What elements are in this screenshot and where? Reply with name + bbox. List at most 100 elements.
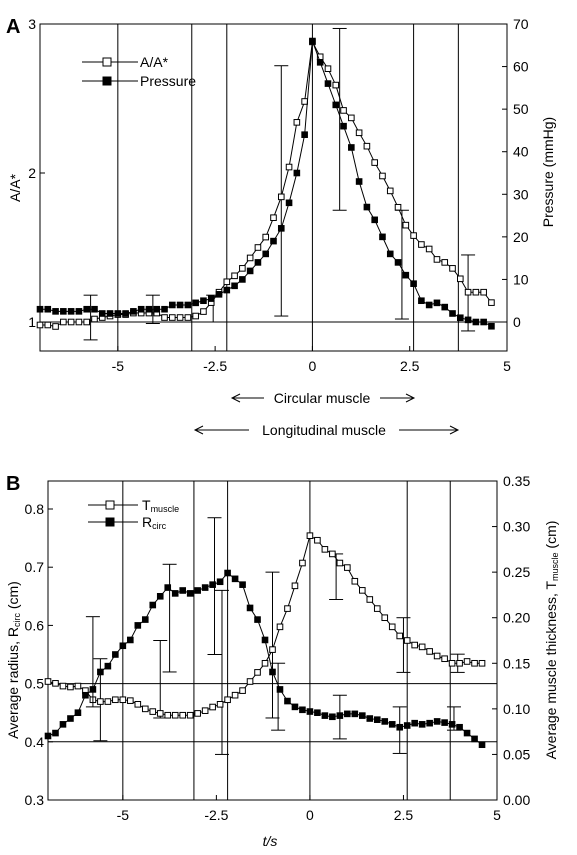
panel-b-point-rcirc xyxy=(284,697,291,705)
panel-a-point-pressure xyxy=(192,299,199,307)
panel-a-point-pressure xyxy=(379,233,386,241)
panel-b-point-tmuscle xyxy=(209,703,216,711)
panel-b-point-rcirc xyxy=(351,710,359,718)
panel-b-x-tick-label: 0 xyxy=(306,807,314,823)
panel-a-point-pressure xyxy=(36,305,44,313)
panel-b-point-rcirc xyxy=(254,616,261,623)
panel-b-point-rcirc xyxy=(381,718,389,725)
panel-b-point-tmuscle xyxy=(119,696,127,704)
panel-b-point-rcirc xyxy=(366,715,374,722)
legend-rcirc-marker xyxy=(105,517,115,527)
panel-b-point-tmuscle xyxy=(448,659,456,667)
panel-a-point-pressure xyxy=(145,305,153,313)
panel-a-point-pressure xyxy=(355,178,363,185)
panel-a-point-a-a xyxy=(410,232,417,239)
panel-a-point-pressure xyxy=(98,310,106,317)
panel-b-point-rcirc xyxy=(104,662,112,670)
panel-a-point-a-a xyxy=(418,241,425,248)
panel-a-point-a-a xyxy=(161,314,168,321)
panel-b-point-tmuscle xyxy=(141,705,149,713)
legend-a-marker xyxy=(102,57,112,67)
panel-a-y-right-tick-label: 50 xyxy=(513,101,529,117)
panel-a-point-pressure xyxy=(309,37,316,45)
panel-b-point-tmuscle xyxy=(67,683,74,691)
panel-b-legend: Tmuscle Rcirc xyxy=(88,497,179,531)
panel-a-point-a-a xyxy=(301,98,308,105)
panel-a-point-a-a xyxy=(433,256,441,263)
panel-b-point-rcirc xyxy=(141,616,149,623)
panel-a-point-a-a xyxy=(441,259,449,266)
panel-a-error-bar-a-a xyxy=(83,294,98,341)
panel-a-y-left-tick-label: 1 xyxy=(28,314,36,330)
panel-b-point-rcirc xyxy=(261,636,269,644)
panel-b-ylabel-left: Average radius, Rcirc (cm) xyxy=(5,581,22,739)
panel-a-point-a-a xyxy=(472,288,480,296)
panel-a-point-pressure xyxy=(153,305,161,313)
panel-b-point-tmuscle xyxy=(381,614,389,622)
panel-b-error-bar-tmuscle xyxy=(265,571,280,719)
panel-b-point-rcirc xyxy=(321,712,329,719)
panel-b-point-rcirc xyxy=(239,581,246,588)
panel-b-point-rcirc xyxy=(44,732,52,740)
panel-b-point-tmuscle xyxy=(231,691,239,699)
legend-pressure-marker xyxy=(102,76,112,86)
panel-b-point-tmuscle xyxy=(336,559,344,567)
panel-a-error-bar-a-a xyxy=(332,27,347,211)
panel-a-x-tick-label: 0 xyxy=(309,358,317,374)
panel-a-point-a-a xyxy=(176,314,184,321)
panel-a-point-a-a xyxy=(324,65,332,73)
panel-a-point-a-a xyxy=(425,245,433,253)
panel-a-point-a-a xyxy=(36,321,44,329)
panel-a-point-pressure xyxy=(394,259,402,266)
panel-b-y-left-tick-label: 0.7 xyxy=(25,559,45,575)
panel-a-point-pressure xyxy=(130,308,137,315)
panel-b-point-rcirc xyxy=(231,575,239,583)
panel-a-point-pressure xyxy=(301,131,308,138)
panel-a-point-pressure xyxy=(52,308,59,315)
panel-a-point-a-a xyxy=(332,81,340,89)
panel-a-point-pressure xyxy=(433,299,441,307)
panel-a-point-a-a xyxy=(363,142,371,150)
panel-a-error-bar-a-a xyxy=(274,65,289,317)
panel-a-point-a-a xyxy=(270,214,277,221)
panel-b-point-rcirc xyxy=(336,712,344,719)
panel-b-point-tmuscle xyxy=(171,711,179,719)
panel-b-point-rcirc xyxy=(426,719,433,727)
panel-b-point-rcirc xyxy=(67,715,74,722)
panel-b-point-rcirc xyxy=(156,593,164,600)
panel-a-point-pressure xyxy=(239,276,246,283)
panel-b-point-rcirc xyxy=(396,723,404,731)
panel-a-point-a-a xyxy=(402,221,410,229)
legend-a-label: A/A* xyxy=(140,54,169,70)
panel-b-point-tmuscle xyxy=(269,646,276,653)
panel-a-point-pressure xyxy=(348,144,355,151)
panel-b-point-tmuscle xyxy=(97,698,104,705)
panel-b-point-rcirc xyxy=(471,735,478,743)
panel-b-point-rcirc xyxy=(388,721,396,728)
panel-a-point-pressure xyxy=(363,203,371,211)
panel-a-point-pressure xyxy=(316,59,324,66)
panel-b-point-tmuscle xyxy=(276,623,284,631)
panel-a-point-pressure xyxy=(425,301,433,309)
panel-b-point-tmuscle xyxy=(74,682,82,690)
panel-a-point-a-a xyxy=(52,323,59,330)
panel-a-point-pressure xyxy=(386,250,394,258)
panel-b-y-left-tick-label: 0.5 xyxy=(25,676,45,692)
panel-a-point-a-a xyxy=(277,193,285,201)
panel-b-error-bar-tmuscle xyxy=(214,589,229,755)
panel-a-point-a-a xyxy=(464,288,472,296)
panel-b-y-right-tick-label: 0.10 xyxy=(503,701,530,717)
panel-b-point-rcirc xyxy=(164,584,172,591)
panel-b-error-bar-rcirc xyxy=(271,662,286,731)
circular-muscle-annotation: Circular muscle xyxy=(230,388,416,408)
panel-a-point-a-a xyxy=(340,107,347,114)
panel-a-markers xyxy=(40,24,507,351)
panel-a-point-a-a xyxy=(192,312,199,320)
panel-b-point-tmuscle xyxy=(456,659,463,667)
panel-a-point-pressure xyxy=(215,291,223,298)
panel-b-point-rcirc xyxy=(134,622,142,629)
panel-a-point-pressure xyxy=(402,271,410,279)
panel-b-point-rcirc xyxy=(209,581,216,588)
panel-a-point-a-a xyxy=(169,314,176,321)
panel-b-point-tmuscle xyxy=(246,678,254,685)
